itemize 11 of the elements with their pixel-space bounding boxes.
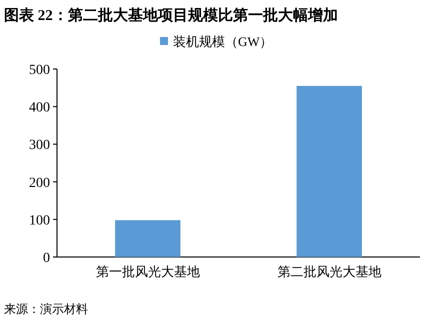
y-tick-label: 200 [29, 176, 50, 191]
y-tick-label: 300 [29, 138, 50, 154]
x-tick-label: 第二批风光大基地 [277, 264, 382, 279]
y-tick-label: 500 [29, 63, 50, 78]
y-tick-label: 0 [43, 251, 50, 266]
legend-label: 装机规模（GW） [173, 34, 273, 49]
y-tick-label: 100 [29, 213, 50, 228]
x-tick-label: 第一批风光大基地 [96, 264, 200, 279]
chart-title: 图表 22：第二批大基地项目规模比第一批大幅增加 [4, 7, 338, 24]
y-tick-label: 400 [29, 100, 50, 116]
source-note: 来源：演示材料 [4, 302, 88, 316]
